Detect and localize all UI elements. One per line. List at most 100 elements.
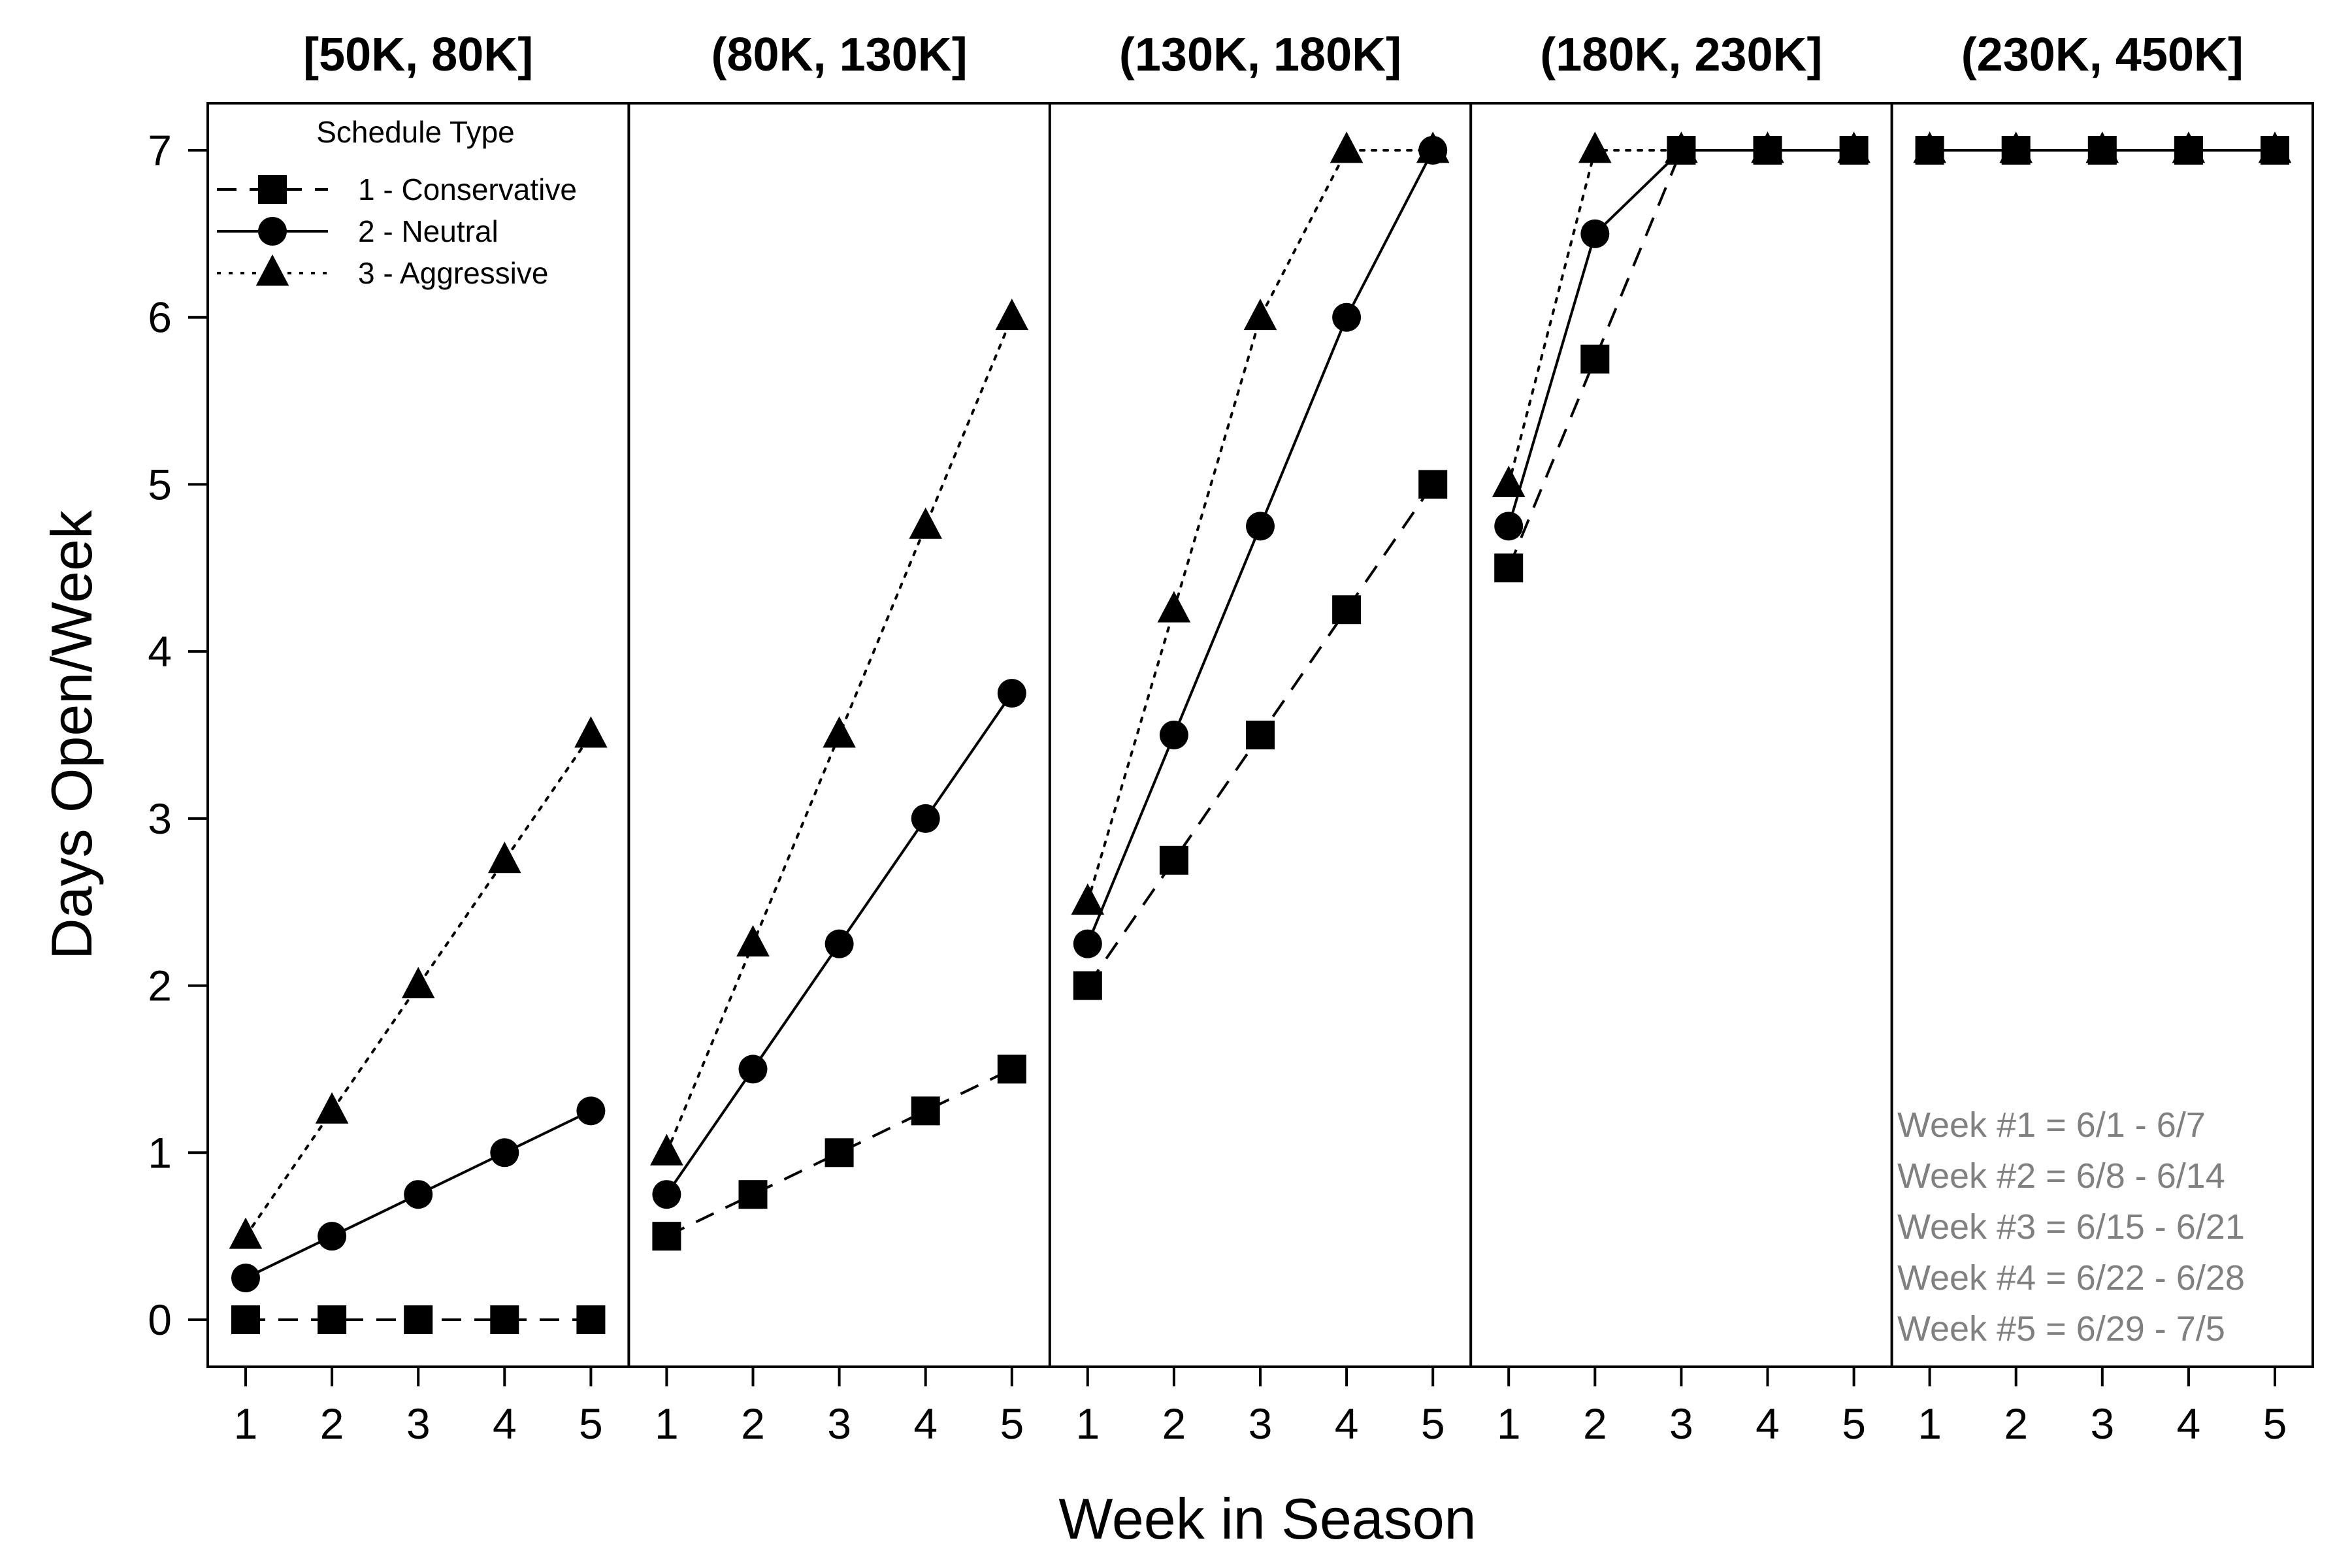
data-point bbox=[1418, 470, 1448, 499]
data-point bbox=[229, 1217, 263, 1249]
x-tick-label: 1 bbox=[1918, 1399, 1942, 1448]
y-tick-label: 4 bbox=[148, 627, 172, 676]
panel-title: (230K, 450K] bbox=[1961, 29, 2244, 81]
x-tick-label: 3 bbox=[1669, 1399, 1693, 1448]
data-point bbox=[1332, 302, 1362, 332]
data-point bbox=[404, 1180, 433, 1209]
data-point bbox=[911, 1096, 940, 1126]
x-tick-label: 5 bbox=[2263, 1399, 2287, 1448]
y-tick-label: 7 bbox=[148, 126, 172, 174]
data-point bbox=[318, 1222, 347, 1251]
panel-title: (180K, 230K] bbox=[1540, 29, 1822, 81]
data-point bbox=[2258, 131, 2292, 163]
data-point bbox=[1073, 971, 1102, 1000]
data-point bbox=[1159, 721, 1188, 749]
x-axis-label: Week in Season bbox=[1058, 1486, 1476, 1551]
data-point bbox=[231, 1264, 260, 1293]
data-point bbox=[652, 1222, 681, 1251]
data-point bbox=[1332, 595, 1362, 625]
data-point bbox=[1492, 465, 1526, 497]
data-point bbox=[1999, 131, 2033, 163]
data-point bbox=[574, 716, 608, 748]
data-point bbox=[1494, 553, 1524, 583]
data-point bbox=[650, 1134, 683, 1166]
panel-4: (180K, 230K] bbox=[1469, 29, 1870, 1367]
data-point bbox=[652, 1180, 681, 1209]
data-point bbox=[738, 1180, 768, 1209]
data-point bbox=[490, 1138, 519, 1168]
data-point bbox=[823, 716, 856, 748]
x-tick-label: 5 bbox=[1421, 1399, 1445, 1448]
panel-title: [50K, 80K] bbox=[303, 29, 533, 81]
legend-marker bbox=[255, 254, 289, 286]
data-point bbox=[231, 1305, 260, 1334]
x-tick-label: 3 bbox=[827, 1399, 851, 1448]
panel-title: (80K, 130K] bbox=[711, 29, 968, 81]
data-point bbox=[1913, 131, 1946, 163]
data-point bbox=[909, 507, 942, 539]
axes-layer: 1 2 3 4 5 1 2 3 4 5 1 2 3 4 5 1 2 3 4 5 1 2 3 4 5 0 1 2 3 4 5 6 7 bbox=[148, 102, 2314, 1448]
data-point bbox=[1071, 883, 1105, 915]
panels-layer: [50K, 80K] (80K, 130K] (130K, 180K] (180K, … bbox=[229, 29, 2292, 1367]
x-tick-label: 1 bbox=[1075, 1399, 1100, 1448]
data-point bbox=[1494, 512, 1524, 541]
x-tick-label: 2 bbox=[741, 1399, 765, 1448]
data-point bbox=[1751, 131, 1784, 163]
week-date-note-line: Week #4 = 6/22 - 6/28 bbox=[1897, 1258, 2245, 1298]
data-point bbox=[1157, 591, 1191, 623]
data-point bbox=[318, 1305, 347, 1334]
panel-3: (130K, 180K] bbox=[1048, 29, 1450, 1367]
data-point bbox=[2085, 131, 2119, 163]
data-point bbox=[576, 1096, 606, 1126]
x-tick-label: 3 bbox=[1249, 1399, 1273, 1448]
week-date-note-line: Week #5 = 6/29 - 7/5 bbox=[1897, 1309, 2225, 1348]
x-tick-label: 2 bbox=[2004, 1399, 2028, 1448]
panel-title: (130K, 180K] bbox=[1119, 29, 1401, 81]
x-tick-label: 1 bbox=[655, 1399, 679, 1448]
data-point bbox=[738, 1054, 768, 1084]
data-point bbox=[1330, 131, 1364, 163]
x-tick-label: 2 bbox=[320, 1399, 344, 1448]
y-tick-label: 2 bbox=[148, 962, 172, 1010]
panel-2: (80K, 130K] bbox=[627, 29, 1029, 1367]
x-tick-label: 5 bbox=[579, 1399, 603, 1448]
legend-label: 2 - Neutral bbox=[358, 214, 498, 248]
week-date-note: Week #1 = 6/1 - 6/7 Week #2 = 6/8 - 6/14 W… bbox=[1897, 1105, 2245, 1348]
y-tick-label: 6 bbox=[148, 293, 172, 342]
x-tick-label: 3 bbox=[406, 1399, 431, 1448]
data-point bbox=[1246, 512, 1275, 541]
data-point bbox=[997, 679, 1026, 708]
legend-label: 3 - Aggressive bbox=[358, 256, 548, 290]
data-point bbox=[995, 299, 1029, 331]
x-tick-label: 2 bbox=[1162, 1399, 1186, 1448]
legend: Schedule Type 1 - Conservative 2 - Neutral… bbox=[217, 115, 577, 290]
x-tick-label: 4 bbox=[493, 1399, 517, 1448]
x-tick-label: 4 bbox=[913, 1399, 938, 1448]
data-point bbox=[1243, 299, 1277, 331]
data-point bbox=[404, 1305, 433, 1334]
x-tick-label: 4 bbox=[1335, 1399, 1359, 1448]
x-tick-label: 4 bbox=[2177, 1399, 2201, 1448]
legend-marker bbox=[258, 175, 287, 204]
week-date-note-line: Week #2 = 6/8 - 6/14 bbox=[1897, 1156, 2225, 1196]
panel-5: (230K, 450K] bbox=[1890, 29, 2292, 1367]
legend-entry: 2 - Neutral bbox=[217, 214, 498, 248]
legend-entry: 3 - Aggressive bbox=[217, 254, 548, 290]
data-point bbox=[1578, 131, 1612, 163]
y-tick-label: 1 bbox=[148, 1128, 172, 1177]
x-tick-label: 1 bbox=[1497, 1399, 1521, 1448]
legend-marker bbox=[258, 217, 287, 246]
data-point bbox=[736, 924, 770, 957]
series-line bbox=[1086, 149, 1435, 904]
series-line bbox=[244, 734, 593, 1238]
week-date-note-line: Week #3 = 6/15 - 6/21 bbox=[1897, 1207, 2245, 1247]
data-point bbox=[825, 1138, 854, 1168]
x-tick-label: 4 bbox=[1756, 1399, 1780, 1448]
data-point bbox=[315, 1092, 349, 1124]
week-date-note-line: Week #1 = 6/1 - 6/7 bbox=[1897, 1105, 2206, 1145]
legend-label: 1 - Conservative bbox=[358, 172, 577, 206]
data-point bbox=[1246, 721, 1275, 749]
y-axis-label: Days Open/Week bbox=[39, 510, 104, 960]
y-tick-label: 3 bbox=[148, 794, 172, 843]
